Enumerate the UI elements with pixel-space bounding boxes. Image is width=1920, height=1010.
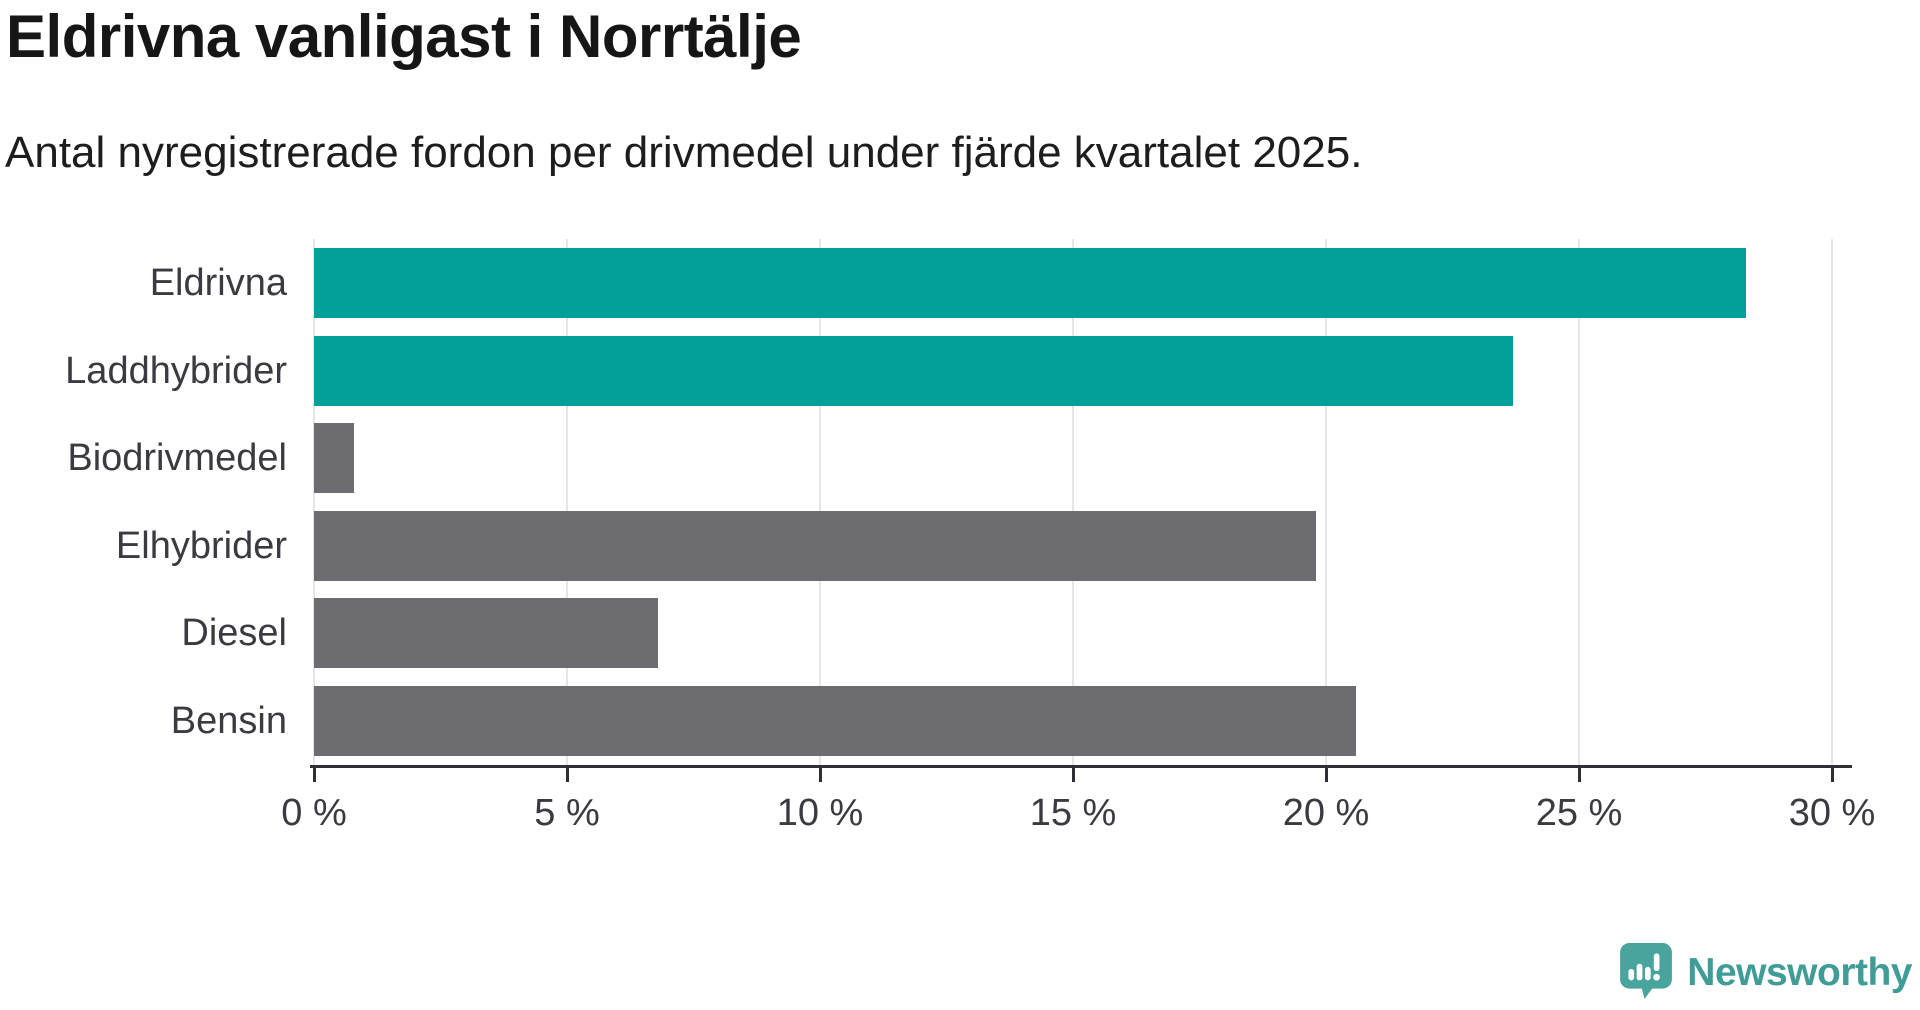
x-axis-tick-25-percent (1577, 768, 1581, 782)
x-axis-tick-30-percent (1830, 768, 1834, 782)
y-axis-label-laddhybrider: Laddhybrider (65, 349, 287, 392)
x-axis-tick-label-30-percent: 30 % (1788, 792, 1876, 834)
bar-elhybrider (314, 510, 1316, 581)
gridline-5-percent (566, 239, 568, 765)
x-axis-tick-label-20-percent: 20 % (1282, 792, 1370, 834)
x-axis-tick-label-15-percent: 15 % (1029, 792, 1117, 834)
bar-eldrivna (314, 248, 1746, 318)
x-axis-tick-label-0-percent: 0 % (281, 792, 347, 834)
x-axis-tick-5-percent (565, 768, 569, 782)
newsworthy-logo: Newsworthy (1619, 942, 1912, 1004)
gridline-15-percent (1072, 239, 1074, 765)
x-axis-tick-label-10-percent: 10 % (776, 792, 864, 834)
gridline-0-percent (313, 239, 315, 765)
chart-title: Eldrivna vanligast i Norrtälje (6, 3, 802, 70)
chart-subtitle: Antal nyregistrerade fordon per drivmede… (5, 128, 1363, 177)
x-axis-tick-15-percent (1071, 768, 1075, 782)
x-axis-tick-0-percent (312, 768, 316, 782)
y-axis-label-bensin: Bensin (170, 699, 287, 742)
x-axis-tick-label-25-percent: 25 % (1535, 792, 1623, 834)
gridline-30-percent (1831, 239, 1833, 765)
newsworthy-speech-bubble-bar-chart-icon (1619, 942, 1673, 1004)
y-axis-label-diesel: Diesel (181, 612, 287, 654)
y-axis-label-eldrivna: Eldrivna (149, 262, 287, 304)
x-axis-tick-label-5-percent: 5 % (534, 792, 600, 834)
bar-laddhybrider (314, 335, 1514, 406)
x-axis-tick-20-percent (1324, 768, 1328, 782)
gridline-25-percent (1578, 239, 1580, 765)
bar-diesel (314, 598, 659, 668)
y-axis-label-elhybrider: Elhybrider (115, 524, 287, 567)
y-axis-label-biodrivmedel: Biodrivmedel (67, 437, 287, 479)
newsworthy-logo-text: Newsworthy (1687, 951, 1912, 994)
gridline-20-percent (1325, 239, 1327, 765)
gridline-10-percent (819, 239, 821, 765)
bar-bensin (314, 685, 1357, 756)
bar-biodrivmedel (314, 423, 355, 493)
x-axis-line (310, 765, 1852, 768)
x-axis-tick-10-percent (818, 768, 822, 782)
